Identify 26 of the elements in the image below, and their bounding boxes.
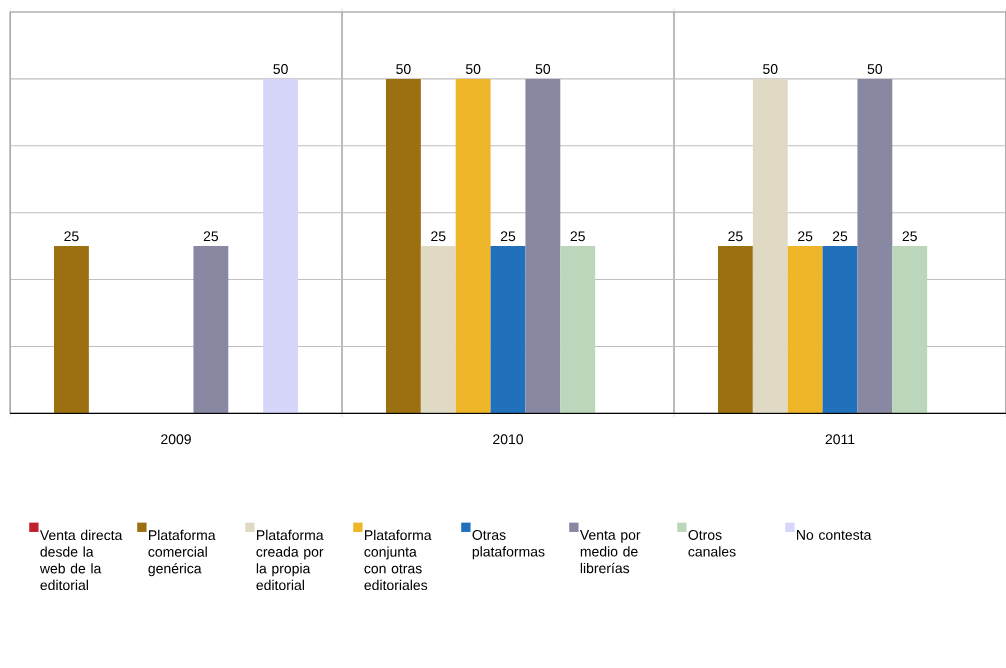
data-label: 25 [728, 231, 743, 242]
data-label: 50 [867, 63, 883, 74]
legend-label: Plataforma creada por la propia editorial [256, 529, 324, 590]
legend-label: Venta por medio de librerías [579, 529, 641, 574]
data-label: 25 [798, 231, 813, 242]
legend-label: Plataforma conjunta con otras editoriales [364, 529, 432, 590]
data-label: 25 [570, 231, 585, 242]
data-label: 50 [396, 63, 411, 74]
legend-label: Otros canales [688, 529, 736, 557]
data-label: 25 [500, 231, 516, 242]
data-label: 25 [203, 231, 219, 242]
data-label: 50 [535, 63, 551, 74]
legend-label: Venta directa desde la web de la editorial [39, 529, 123, 590]
data-label: 50 [763, 63, 778, 74]
data-label: 25 [64, 231, 79, 242]
x-tick-label: 2009 [161, 434, 191, 445]
data-label: 25 [832, 231, 848, 242]
data-label: 50 [465, 63, 481, 74]
data-label: 50 [273, 63, 288, 74]
legend-label: No contesta [797, 529, 872, 540]
legend-label: Otras plataformas [472, 529, 545, 560]
legend-label: Plataforma comercial genérica [148, 529, 216, 577]
x-tick-label: 2010 [493, 434, 524, 445]
x-tick-label: 2011 [825, 434, 855, 445]
data-label: 25 [431, 231, 446, 242]
data-label: 25 [902, 231, 917, 242]
